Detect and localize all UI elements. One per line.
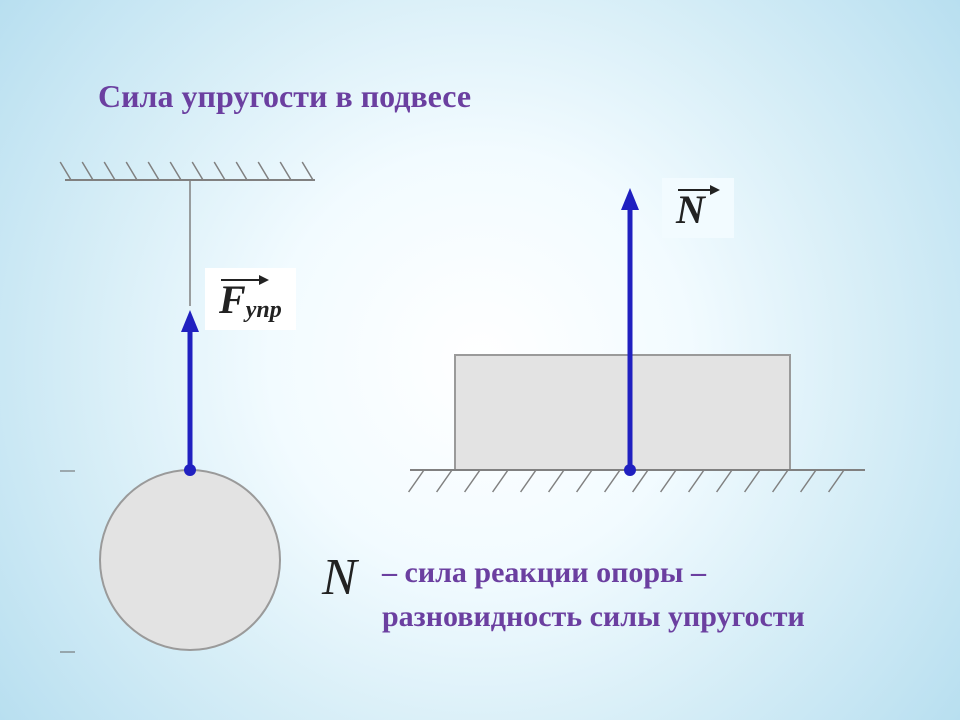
subscript-upr: упр: [246, 297, 282, 323]
symbol-N: N: [676, 187, 705, 232]
definition-line-1: – сила реакции опоры –: [382, 556, 706, 590]
page-title: Сила упругости в подвесе: [98, 78, 471, 115]
label-N: N: [662, 178, 734, 238]
definition-N-symbol: N: [322, 548, 357, 607]
symbol-F: F: [219, 277, 246, 322]
definition-line-2: разновидность силы упругости: [382, 600, 805, 634]
label-f-upr: Fупр: [205, 268, 296, 330]
